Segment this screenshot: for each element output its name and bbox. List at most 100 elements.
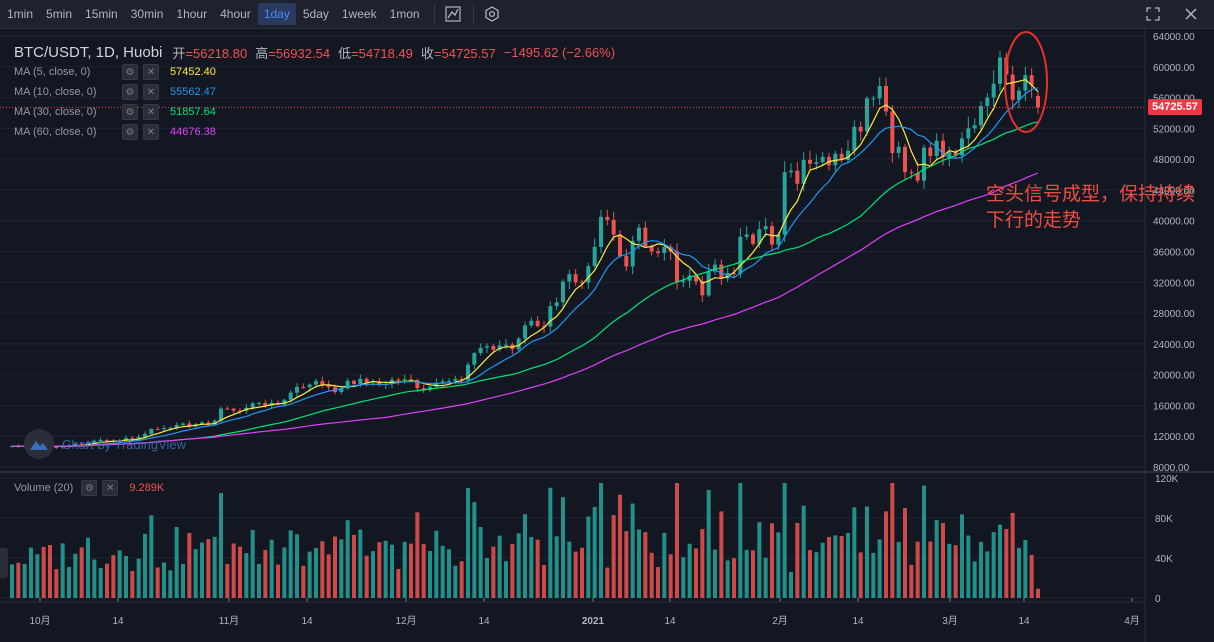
candle-body — [263, 403, 268, 406]
candle-body — [662, 246, 667, 254]
ma-value: 44676.38 — [170, 126, 216, 138]
volume-bar — [440, 545, 445, 598]
settings-icon[interactable]: ⚙ — [122, 124, 138, 140]
candle-body — [789, 170, 793, 173]
candle-body — [871, 98, 876, 100]
timeframe-5day[interactable]: 5day — [302, 7, 329, 21]
candle-body — [200, 422, 204, 425]
settings-icon[interactable]: ⚙ — [81, 480, 98, 496]
time-tick-label: 3月 — [942, 615, 958, 627]
timeframe-4hour[interactable]: 4hour — [220, 7, 251, 21]
chart-type-icon[interactable] — [441, 3, 465, 25]
timeframe-1mon[interactable]: 1mon — [389, 7, 420, 21]
candle-body — [643, 227, 648, 247]
volume-bar — [130, 571, 135, 598]
candle-body — [719, 264, 724, 279]
timeframe-1min[interactable]: 1min — [7, 7, 34, 21]
timeframe-5min[interactable]: 5min — [46, 7, 73, 21]
candle-body — [991, 83, 996, 98]
settings-icon[interactable]: ⚙ — [122, 84, 138, 100]
volume-bar — [390, 544, 394, 598]
candle-body — [909, 172, 914, 174]
candle-body — [681, 280, 686, 283]
ma-legend-row: MA (5, close, 0) ⚙ ✕ 57452.40 — [14, 62, 623, 82]
timeframe-1day[interactable]: 1day — [257, 3, 296, 25]
settings-icon[interactable]: ⚙ — [122, 64, 138, 80]
ma-label[interactable]: MA (30, close, 0) — [14, 106, 97, 118]
price-tick-label: 64000.00 — [1153, 32, 1195, 43]
candle-body — [839, 153, 844, 160]
volume-bar — [618, 494, 622, 598]
symbol-title[interactable]: BTC/USDT, 1D, Huobi — [14, 43, 163, 61]
candle-body — [516, 338, 521, 350]
price-tick-label: 48000.00 — [1153, 155, 1195, 166]
candle-body — [447, 380, 451, 382]
volume-bar — [630, 503, 635, 598]
candle-body — [409, 379, 413, 381]
ma-label[interactable]: MA (10, close, 0) — [14, 86, 97, 98]
volume-bar — [675, 483, 679, 598]
settings-gear-icon[interactable] — [480, 3, 504, 25]
candle-body — [282, 399, 287, 405]
candle-body — [744, 234, 749, 237]
close-icon[interactable]: ✕ — [102, 480, 119, 496]
volume-bar — [219, 492, 223, 598]
candle-body — [79, 443, 84, 445]
candle-body — [561, 281, 565, 303]
volume-bar — [852, 507, 857, 598]
volume-bar — [269, 539, 274, 598]
price-tick-label: 16000.00 — [1153, 401, 1195, 412]
volume-bar — [22, 563, 27, 598]
candle-body — [1017, 90, 1021, 100]
timeframe-1week[interactable]: 1week — [341, 7, 377, 21]
volume-tick-label: 120K — [1155, 474, 1179, 485]
volume-bar — [396, 569, 401, 598]
close-icon[interactable]: ✕ — [143, 64, 159, 80]
pane-resize-handle[interactable] — [0, 548, 8, 578]
volume-bar — [111, 555, 116, 598]
candle-body — [795, 170, 800, 184]
candle-body — [751, 234, 755, 244]
chart-legend: BTC/USDT, 1D, Huobi 开=56218.80 高=56932.5… — [14, 42, 623, 142]
candle-body — [592, 246, 597, 267]
volume-label[interactable]: Volume (20) — [14, 482, 74, 494]
close-icon[interactable]: ✕ — [143, 84, 159, 100]
toolbar-divider — [433, 4, 435, 24]
close-icon[interactable]: ✕ — [143, 104, 159, 120]
candle-body — [219, 408, 223, 421]
volume-bar — [79, 547, 84, 598]
close-icon[interactable]: ✕ — [143, 124, 159, 140]
candle-body — [656, 251, 660, 254]
candle-body — [846, 150, 850, 160]
candle-body — [1010, 74, 1015, 100]
candle-body — [808, 159, 812, 164]
volume-bar — [732, 558, 736, 598]
volume-bar — [485, 557, 489, 598]
volume-bar — [421, 544, 426, 598]
volume-bar — [523, 514, 527, 598]
timeframe-1hour[interactable]: 1hour — [176, 7, 208, 21]
timeframe-15min[interactable]: 15min — [85, 7, 118, 21]
ma-label[interactable]: MA (60, close, 0) — [14, 126, 97, 138]
volume-bar — [301, 565, 306, 598]
candle-body — [295, 386, 299, 393]
timeframe-30min[interactable]: 30min — [130, 7, 164, 21]
settings-icon[interactable]: ⚙ — [122, 104, 138, 120]
price-tick-label: 24000.00 — [1153, 340, 1195, 351]
volume-bar — [567, 541, 572, 598]
candle-body — [732, 273, 736, 275]
close-icon[interactable] — [1180, 3, 1202, 25]
candle-body — [1036, 95, 1040, 108]
volume-bar — [998, 524, 1002, 598]
candle-body — [713, 264, 717, 272]
volume-bar — [1036, 588, 1040, 598]
fullscreen-icon[interactable] — [1142, 3, 1164, 25]
candle-body — [801, 159, 806, 184]
ma-label[interactable]: MA (5, close, 0) — [14, 66, 91, 78]
candle-body — [972, 125, 977, 129]
candle-body — [637, 227, 641, 241]
tradingview-watermark[interactable]: Chart by TradingView — [24, 429, 186, 459]
candle-body — [238, 410, 242, 412]
candle-body — [453, 378, 458, 381]
candle-body — [390, 379, 394, 384]
